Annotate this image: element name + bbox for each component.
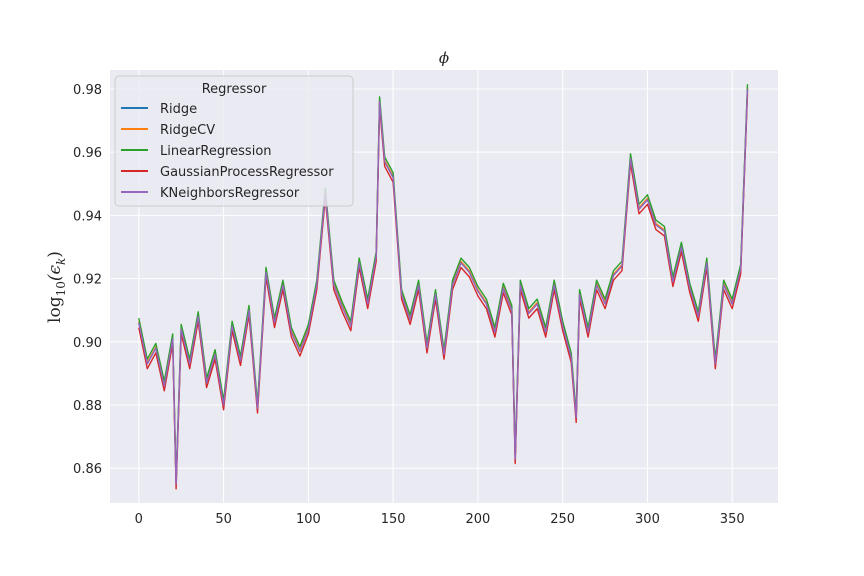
y-tick-label: 0.88 (73, 399, 102, 414)
y-tick-label: 0.96 (73, 146, 102, 161)
x-tick-label: 50 (215, 512, 232, 527)
y-tick-label: 0.98 (73, 83, 102, 98)
legend-label: RidgeCV (160, 123, 215, 138)
x-tick-label: 0 (135, 512, 143, 527)
y-tick-labels: 0.86 0.88 0.90 0.92 0.94 0.96 0.98 (73, 83, 102, 477)
y-axis-label: log10(ϵk) (45, 251, 68, 323)
legend-label: KNeighborsRegressor (160, 186, 300, 201)
legend-label: Ridge (160, 102, 197, 117)
legend-label: GaussianProcessRegressor (160, 165, 334, 180)
legend-title: Regressor (202, 82, 267, 97)
x-tick-label: 350 (720, 512, 745, 527)
legend-label: LinearRegression (160, 144, 272, 159)
legend-box (114, 75, 354, 207)
series-lines (138, 84, 749, 490)
x-tick-label: 150 (381, 512, 406, 527)
y-tick-label: 0.94 (73, 209, 102, 224)
y-tick-label: 0.92 (73, 273, 102, 288)
x-tick-label: 200 (465, 512, 490, 527)
series-line (138, 88, 749, 485)
y-tick-label: 0.86 (73, 462, 102, 477)
x-tick-label: 250 (550, 512, 575, 527)
y-tick-label: 0.90 (73, 336, 102, 351)
x-tick-labels: 0 50 100 150 200 250 300 350 (135, 512, 745, 527)
series-line (138, 93, 749, 490)
x-tick-label: 300 (635, 512, 660, 527)
legend: Regressor Ridge RidgeCV LinearRegression Ga… (114, 75, 354, 207)
chart-title: ϕ (439, 49, 449, 67)
x-tick-label: 100 (296, 512, 321, 527)
